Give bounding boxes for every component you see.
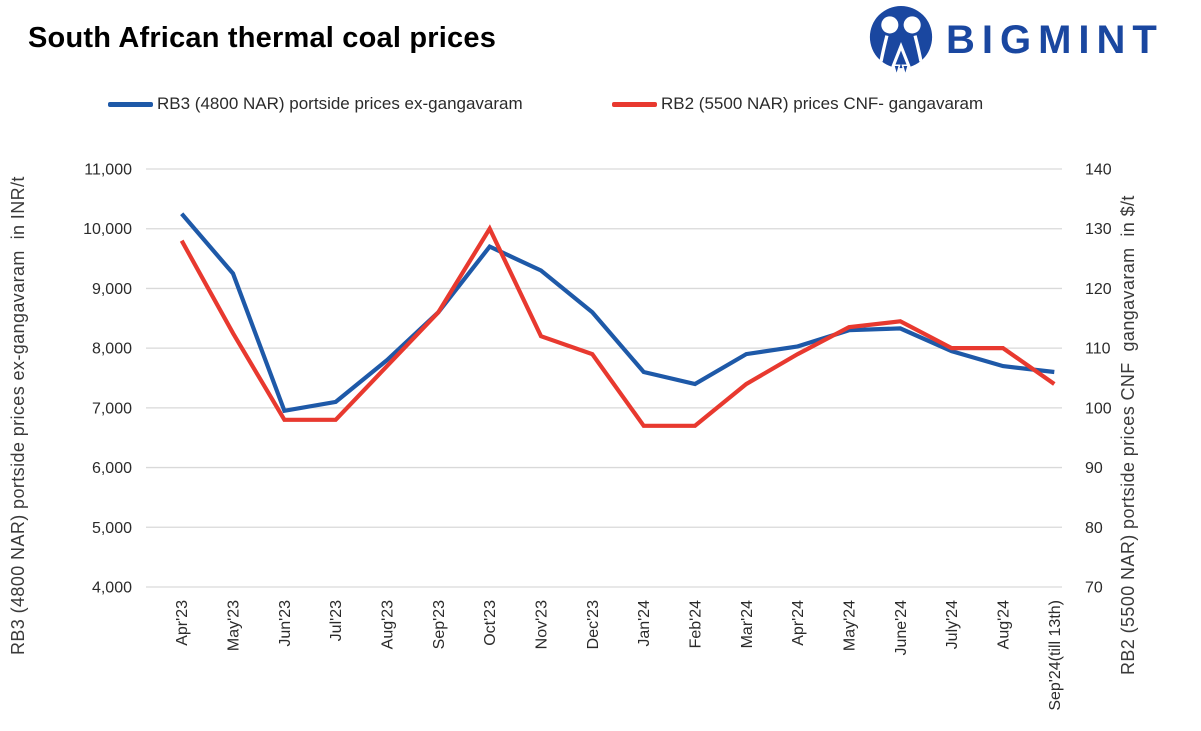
- right-axis-tick-label: 100: [1085, 400, 1112, 417]
- right-axis-tick-label: 80: [1085, 520, 1103, 537]
- x-axis-label: May'23: [226, 600, 243, 651]
- left-axis-tick-label: 9,000: [92, 281, 132, 298]
- rb2-line-marker: [612, 101, 657, 107]
- rb3-line-marker: [108, 101, 153, 107]
- right-axis-tick-label: 120: [1085, 281, 1112, 298]
- legend-label-rb3: RB3 (4800 NAR) portside prices ex-gangav…: [157, 94, 523, 113]
- right-axis-tick-label: 140: [1085, 162, 1112, 179]
- bigmint-logo-icon: [869, 5, 933, 74]
- right-axis-tick-label: 110: [1085, 341, 1111, 358]
- x-axis-label: Oct'23: [482, 600, 499, 646]
- x-axis-label: Dec'23: [585, 600, 602, 649]
- x-axis-label: Feb'24: [688, 600, 705, 649]
- legend-item-rb3: RB3 (4800 NAR) portside prices ex-gangav…: [108, 93, 523, 115]
- x-axis-label: Mar'24: [739, 600, 756, 649]
- right-axis-tick-label: 90: [1085, 460, 1103, 477]
- rb3-price-line: [180, 212, 1055, 414]
- x-axis-label: May'24: [841, 600, 858, 651]
- x-axis-label: Nov'23: [534, 600, 551, 649]
- rb2-price-line: [179, 224, 1056, 428]
- x-axis-label: June'24: [893, 600, 910, 656]
- x-axis-label: Jan'24: [636, 600, 653, 647]
- legend-label-rb2: RB2 (5500 NAR) prices CNF- gangavaram: [661, 94, 984, 113]
- x-axis-label: Apr'23: [174, 600, 191, 646]
- left-axis-tick-label: 4,000: [92, 580, 132, 597]
- right-axis-tick-label: 130: [1085, 221, 1112, 238]
- left-axis-tick-label: 10,000: [83, 221, 132, 238]
- x-axis-label: Aug'23: [380, 600, 397, 649]
- chart-legend: RB3 (4800 NAR) portside prices ex-gangav…: [0, 93, 1201, 115]
- left-axis-tick-label: 11,000: [84, 162, 132, 179]
- x-axis-label: Apr'24: [790, 600, 807, 646]
- bigmint-brand-name: BIGMINT: [946, 17, 1164, 62]
- right-axis-tick-label: 70: [1085, 580, 1103, 597]
- bigmint-brand: BIGMINT: [866, 4, 1164, 74]
- right-axis-title: RB2 (5500 NAR) portside prices CNF ganga…: [1118, 195, 1138, 675]
- left-axis-title: RB3 (4800 NAR) portside prices ex-gangav…: [8, 176, 28, 655]
- x-axis-label: Jul'23: [328, 600, 345, 641]
- left-axis-tick-label: 8,000: [92, 341, 132, 358]
- left-axis-tick-label: 5,000: [92, 520, 132, 537]
- x-axis-label: Sep'24(till 13th): [1047, 600, 1064, 711]
- legend-item-rb2: RB2 (5500 NAR) prices CNF- gangavaram: [612, 93, 983, 115]
- left-axis-tick-label: 6,000: [92, 460, 132, 477]
- x-axis-label: Aug'24: [995, 600, 1012, 649]
- x-axis-label: Jun'23: [277, 600, 294, 647]
- x-axis-label: July'24: [944, 600, 961, 649]
- page-title: South African thermal coal prices: [28, 22, 497, 54]
- left-axis-tick-label: 7,000: [92, 400, 132, 417]
- x-axis-label: Sep'23: [431, 600, 448, 649]
